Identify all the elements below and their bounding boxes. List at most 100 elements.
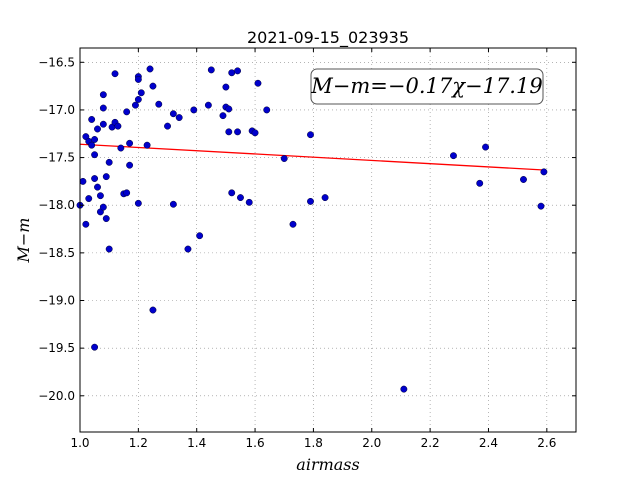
data-point xyxy=(88,141,96,149)
data-point xyxy=(204,101,212,109)
y-tick-label: −17.5 xyxy=(38,151,75,165)
data-point xyxy=(450,152,457,160)
data-point xyxy=(289,220,297,228)
x-axis-label: airmass xyxy=(296,455,359,474)
x-tick-label: 2.6 xyxy=(537,436,556,450)
data-points xyxy=(76,65,548,393)
data-point xyxy=(234,128,242,136)
data-point xyxy=(114,122,122,130)
data-point xyxy=(169,110,177,118)
data-point xyxy=(234,67,242,75)
data-point xyxy=(126,139,134,147)
data-point xyxy=(149,306,157,314)
data-point xyxy=(137,89,145,97)
data-point xyxy=(190,106,198,114)
data-point xyxy=(91,151,99,159)
data-point xyxy=(155,100,163,108)
data-point xyxy=(321,194,329,202)
data-point xyxy=(400,385,408,393)
y-tick-label: −18.5 xyxy=(38,246,75,260)
data-point xyxy=(134,199,142,207)
y-tick-label: −16.5 xyxy=(38,55,75,69)
data-point xyxy=(111,70,119,78)
chart-title: 2021-09-15_023935 xyxy=(247,28,409,48)
data-point xyxy=(228,189,236,197)
data-point xyxy=(134,96,142,103)
x-tick-label: 2.0 xyxy=(362,436,381,450)
data-point xyxy=(263,106,271,114)
x-tick-label: 2.4 xyxy=(479,436,498,450)
data-point xyxy=(169,200,177,208)
data-point xyxy=(219,112,227,120)
data-point xyxy=(280,155,288,162)
data-point xyxy=(131,101,139,109)
data-point xyxy=(175,114,183,122)
data-point xyxy=(91,136,99,143)
data-point xyxy=(520,176,527,183)
data-point xyxy=(126,161,134,169)
data-point xyxy=(222,83,230,91)
data-point xyxy=(228,69,236,77)
data-point xyxy=(96,192,104,200)
x-tick-label: 1.6 xyxy=(246,436,265,450)
x-tick-label: 1.8 xyxy=(304,436,323,450)
data-point xyxy=(482,143,490,151)
data-point xyxy=(237,194,244,202)
y-axis-label: M−m xyxy=(14,218,33,264)
axis-ticks: 1.0 1.2 1.4 1.6 1.8 2.0 2.2 2.4 2.6 −16.5 −17.0 −17… xyxy=(38,48,576,450)
x-tick-label: 1.4 xyxy=(187,436,206,450)
x-tick-label: 1.0 xyxy=(70,436,89,450)
data-point xyxy=(105,245,113,253)
data-point xyxy=(225,128,233,136)
x-tick-label: 1.2 xyxy=(129,436,148,450)
data-point xyxy=(143,141,151,149)
data-point xyxy=(196,232,204,240)
annotation-text: M−m=−0.17χ−17.19 xyxy=(310,74,542,98)
data-point xyxy=(307,131,314,139)
y-tick-label: −19.5 xyxy=(38,341,75,355)
data-point xyxy=(79,177,87,185)
data-point xyxy=(164,122,171,130)
data-point xyxy=(134,75,142,83)
data-point xyxy=(123,108,131,116)
x-tick-label: 2.2 xyxy=(421,436,440,450)
data-point xyxy=(117,144,125,152)
annotation-box xyxy=(310,68,544,105)
fit-line xyxy=(79,143,544,171)
plot-frame xyxy=(79,47,577,433)
y-tick-label: −20.0 xyxy=(38,389,75,403)
data-point xyxy=(94,183,101,191)
data-point xyxy=(146,65,154,73)
data-point xyxy=(99,91,107,99)
data-point xyxy=(476,179,484,187)
data-point xyxy=(307,197,314,205)
data-point xyxy=(105,158,113,166)
data-point xyxy=(123,189,131,197)
data-point xyxy=(99,104,107,112)
data-point xyxy=(91,175,99,182)
data-point xyxy=(207,66,215,74)
data-point xyxy=(102,215,110,223)
y-tick-label: −17.0 xyxy=(38,103,75,117)
data-point xyxy=(102,173,110,181)
data-point xyxy=(537,202,545,210)
data-point xyxy=(540,168,548,176)
y-tick-label: −18.0 xyxy=(38,198,75,212)
data-point xyxy=(225,105,233,113)
data-point xyxy=(245,198,253,206)
data-point xyxy=(88,116,96,123)
data-point xyxy=(184,245,192,253)
data-point xyxy=(99,203,107,211)
data-point xyxy=(149,82,157,90)
y-tick-label: −19.0 xyxy=(38,294,75,308)
data-point xyxy=(251,129,259,137)
data-point xyxy=(82,220,90,228)
plot-area xyxy=(80,48,576,432)
data-point xyxy=(94,125,101,133)
data-point xyxy=(99,120,107,128)
data-point xyxy=(85,195,93,203)
data-point xyxy=(254,79,262,87)
data-point xyxy=(91,343,99,351)
fit-line-group xyxy=(79,143,544,171)
